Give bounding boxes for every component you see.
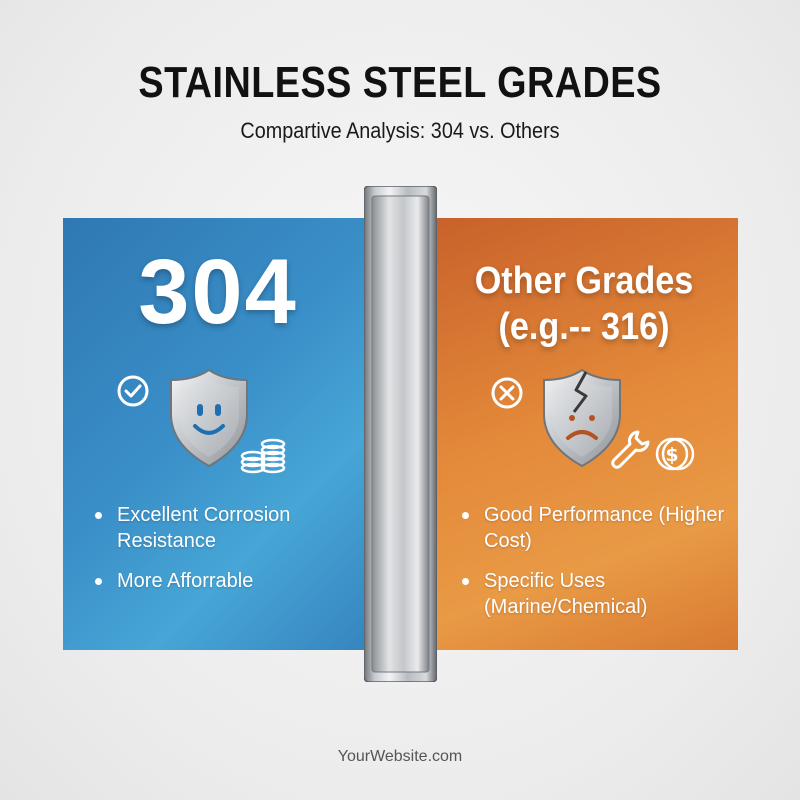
other-grades-panel: Other Grades (e.g.-- 316) [430,218,738,650]
coin-stack-icon [239,434,287,481]
smiling-shield-icon [167,368,251,473]
grade-304-bullets: Excellent Corrosion Resistance More Affo… [93,502,363,608]
other-grades-heading-line1: Other Grades [474,260,694,302]
other-grades-heading: Other Grades (e.g.-- 316) [445,258,722,350]
svg-text:$: $ [665,444,678,466]
check-circle-icon [116,374,150,413]
wrench-icon [608,426,652,475]
list-item: Specific Uses (Marine/Chemical) [460,568,730,620]
list-item: Excellent Corrosion Resistance [93,502,363,554]
other-grades-bullets: Good Performance (Higher Cost) Specific … [460,502,730,634]
footer-website: YourWebsite.com [337,748,463,765]
cracked-sad-shield-icon [540,368,624,473]
grade-304-heading: 304 [138,241,298,343]
page-subtitle: Compartive Analysis: 304 vs. Others [240,118,560,143]
x-circle-icon [490,376,524,415]
list-item: More Afforrable [93,568,363,594]
dollar-coin-icon: $ [650,434,696,479]
page-title: STAINLESS STEEL GRADES [138,58,662,107]
other-grades-heading-line2: (e.g.-- 316) [498,306,670,348]
list-item: Good Performance (Higher Cost) [460,502,730,554]
grade-304-panel: 304 [63,218,373,650]
steel-pillar-icon [363,185,438,683]
